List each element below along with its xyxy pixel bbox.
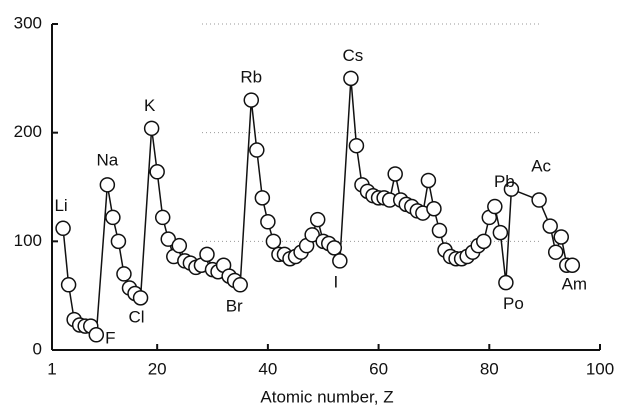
element-label: Pb (494, 172, 515, 191)
data-point (110, 233, 127, 250)
data-point (332, 253, 348, 269)
data-point (232, 277, 248, 293)
x-tick-label: 60 (369, 359, 388, 378)
data-point (249, 142, 265, 158)
data-point (143, 120, 160, 137)
y-tick-label: 300 (14, 13, 42, 32)
data-point (99, 177, 116, 193)
element-label: I (333, 272, 338, 291)
element-label: Cs (343, 46, 364, 65)
data-point (171, 237, 188, 254)
data-point (265, 233, 282, 250)
element-label: Rb (240, 68, 262, 87)
x-axis-label: Atomic number, Z (260, 387, 393, 406)
data-point (503, 181, 520, 197)
element-label: Br (226, 296, 243, 315)
data-point (199, 246, 215, 263)
data-point (564, 257, 581, 273)
data-point (326, 240, 343, 256)
x-tick-label: 80 (480, 359, 499, 378)
y-tick-label: 100 (14, 231, 42, 250)
x-tick-label: 40 (258, 359, 277, 378)
data-point (55, 220, 71, 237)
data-point (553, 229, 570, 245)
data-point (498, 274, 514, 291)
data-point (387, 166, 403, 182)
data-point (476, 233, 492, 250)
element-label: Na (96, 150, 118, 169)
data-point (426, 200, 442, 217)
element-label: Po (503, 294, 524, 313)
y-tick-label: 0 (33, 339, 42, 358)
data-point (492, 224, 509, 241)
element-label: Li (54, 196, 67, 215)
data-point (348, 137, 365, 154)
data-point (487, 198, 503, 215)
element-label: Am (562, 275, 588, 294)
y-tick-label: 200 (14, 122, 42, 141)
data-point (542, 218, 558, 234)
data-point (420, 172, 437, 189)
data-point (60, 277, 77, 293)
x-tick-label: 1 (47, 359, 56, 378)
data-point (105, 209, 121, 226)
data-point (149, 164, 165, 180)
element-label: Ac (531, 157, 551, 176)
data-point (547, 244, 564, 260)
data-point (132, 290, 149, 306)
data-point (260, 214, 276, 230)
data-point (309, 211, 326, 228)
element-label: Cl (129, 307, 145, 326)
data-point (343, 70, 359, 87)
data-point (154, 209, 171, 226)
x-tick-label: 100 (586, 359, 614, 378)
element-label: K (144, 96, 156, 115)
data-point (431, 222, 448, 239)
data-point (243, 92, 260, 108)
x-tick-label: 20 (148, 359, 167, 378)
data-point (88, 327, 105, 343)
data-point (531, 192, 547, 208)
data-point (116, 266, 132, 282)
data-point (254, 190, 271, 206)
element-label: F (105, 328, 115, 347)
